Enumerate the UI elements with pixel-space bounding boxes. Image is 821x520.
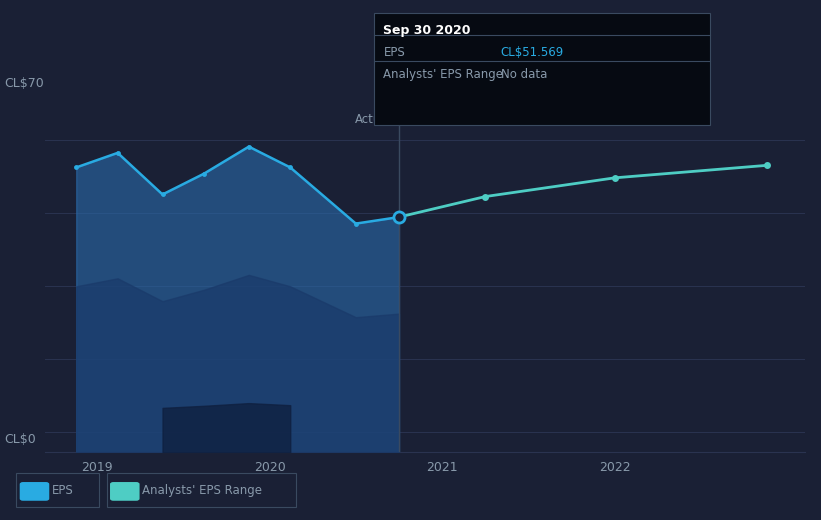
- Text: EPS: EPS: [383, 45, 405, 58]
- Text: EPS: EPS: [52, 484, 73, 497]
- Text: CL$70: CL$70: [4, 76, 44, 89]
- Text: No data: No data: [501, 68, 547, 81]
- Text: CL$51.569: CL$51.569: [501, 45, 564, 58]
- Text: Actual: Actual: [355, 113, 392, 126]
- Text: CL$0: CL$0: [4, 433, 36, 446]
- Text: Analysts' EPS Range: Analysts' EPS Range: [142, 484, 262, 497]
- Text: Analysts Forecasts: Analysts Forecasts: [416, 113, 526, 126]
- Text: Sep 30 2020: Sep 30 2020: [383, 24, 471, 37]
- Text: Analysts' EPS Range: Analysts' EPS Range: [383, 68, 503, 81]
